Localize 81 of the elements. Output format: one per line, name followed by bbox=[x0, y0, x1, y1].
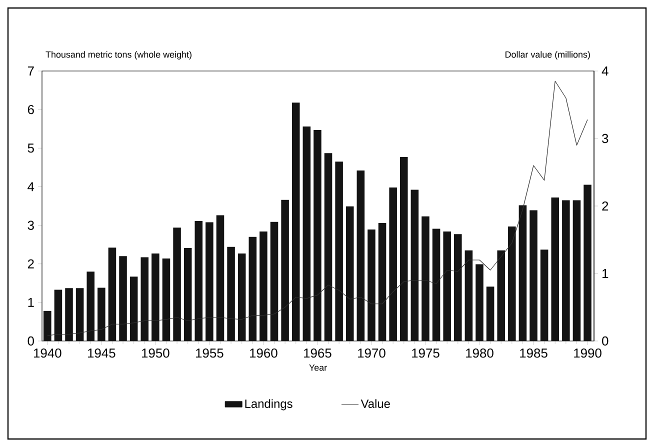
y-tick-label: 2 bbox=[28, 259, 34, 268]
y-tick-label: 1 bbox=[28, 298, 34, 307]
bar bbox=[86, 272, 94, 341]
y-axis-title: Thousand metric tons (whole weight) bbox=[46, 51, 192, 60]
bar bbox=[44, 310, 52, 341]
x-tick-label: 1950 bbox=[142, 348, 170, 358]
bar bbox=[119, 256, 127, 341]
bar bbox=[584, 184, 592, 341]
bar bbox=[464, 250, 473, 341]
x-tick-label: 1975 bbox=[412, 348, 440, 358]
bar bbox=[194, 221, 203, 341]
bar bbox=[443, 231, 451, 341]
bar bbox=[76, 288, 84, 341]
bar bbox=[335, 162, 343, 341]
bar bbox=[356, 170, 365, 341]
bar bbox=[508, 226, 516, 341]
y2-tick-label: 2 bbox=[602, 201, 608, 211]
bar bbox=[486, 286, 494, 341]
bar bbox=[270, 222, 278, 341]
bar bbox=[184, 248, 192, 341]
x-tick-label: 1965 bbox=[304, 348, 332, 358]
bar bbox=[248, 236, 257, 341]
bar bbox=[476, 264, 484, 341]
bar bbox=[130, 276, 138, 341]
bar bbox=[400, 157, 408, 341]
bar bbox=[410, 190, 419, 341]
x-tick-label: 1940 bbox=[34, 348, 62, 358]
y-tick-label: 3 bbox=[28, 220, 34, 230]
legend-label: Landings bbox=[245, 399, 292, 410]
bar bbox=[206, 222, 214, 341]
line-series bbox=[47, 80, 588, 336]
bar bbox=[108, 248, 116, 341]
bar bbox=[314, 130, 322, 341]
x-tick-label: 1970 bbox=[358, 348, 386, 358]
y-tick-label: 0 bbox=[28, 336, 34, 346]
y2-axis-title: Dollar value (millions) bbox=[506, 51, 590, 60]
x-tick-label: 1985 bbox=[520, 348, 548, 358]
bar bbox=[152, 253, 160, 341]
y-tick-label: 5 bbox=[28, 144, 34, 153]
bar bbox=[173, 228, 181, 341]
bar bbox=[497, 250, 505, 341]
bar bbox=[65, 288, 73, 341]
x-axis-title: Year bbox=[309, 364, 327, 371]
bar bbox=[368, 230, 376, 341]
bar bbox=[551, 198, 560, 341]
bar bbox=[518, 205, 527, 341]
bar bbox=[302, 126, 311, 341]
bar bbox=[530, 210, 538, 341]
bar bbox=[454, 234, 462, 341]
bar bbox=[281, 200, 289, 341]
bar bbox=[432, 228, 440, 341]
bar bbox=[378, 222, 386, 341]
bar bbox=[572, 200, 581, 341]
bar bbox=[324, 153, 332, 341]
y2-tick-label: 0 bbox=[602, 336, 608, 346]
bar bbox=[389, 187, 397, 341]
bar bbox=[227, 246, 235, 341]
bar bbox=[140, 257, 149, 341]
bar bbox=[98, 288, 106, 341]
legend-label: Value bbox=[360, 399, 390, 408]
bar bbox=[260, 231, 268, 341]
x-tick-label: 1980 bbox=[466, 348, 494, 358]
bar bbox=[540, 250, 548, 341]
bar bbox=[292, 102, 300, 341]
bar bbox=[54, 290, 62, 341]
x-tick-label: 1955 bbox=[196, 348, 224, 358]
bar bbox=[162, 258, 170, 341]
y2-tick-label: 3 bbox=[602, 134, 608, 144]
bar bbox=[562, 200, 570, 341]
y2-tick-label: 1 bbox=[602, 269, 608, 278]
bar bbox=[238, 253, 246, 341]
x-tick-label: 1945 bbox=[88, 348, 116, 358]
y-tick-label: 4 bbox=[28, 182, 34, 192]
x-tick-label: 1990 bbox=[574, 348, 602, 358]
bar bbox=[422, 216, 430, 341]
y2-tick-label: 4 bbox=[602, 66, 608, 76]
bar bbox=[346, 206, 354, 341]
x-tick-label: 1960 bbox=[250, 348, 278, 358]
y-tick-label: 6 bbox=[28, 104, 34, 114]
y-tick-label: 7 bbox=[28, 66, 34, 76]
bar bbox=[216, 215, 224, 341]
